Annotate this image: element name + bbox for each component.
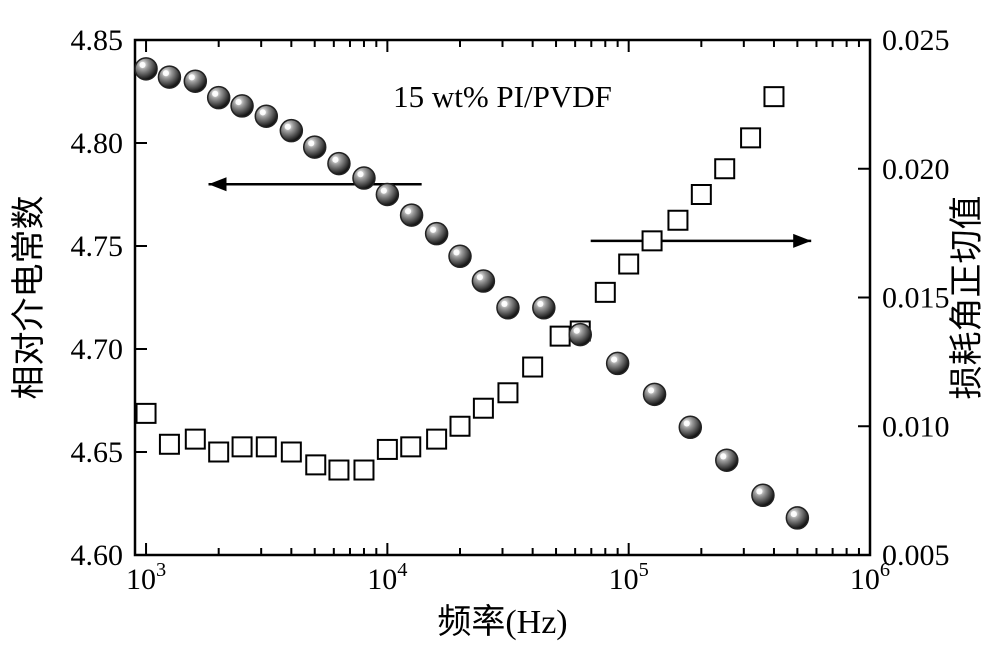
tandelta-marker [551,327,570,346]
permittivity-marker-highlight [756,488,762,494]
tandelta-marker [233,437,252,456]
tandelta-marker [692,185,711,204]
tandelta-marker [160,435,179,454]
tandelta-marker [451,417,470,436]
permittivity-marker-highlight [285,124,291,130]
tandelta-marker [282,443,301,462]
tandelta-marker [474,399,493,418]
tandelta-marker [186,430,205,449]
permittivity-marker [328,153,350,175]
tandelta-marker [596,283,615,302]
chart-container: 1031041051064.604.654.704.754.804.850.00… [0,0,1000,667]
permittivity-marker [401,204,423,226]
dual-axis-chart: 1031041051064.604.654.704.754.804.850.00… [0,0,1000,667]
permittivity-marker [533,297,555,319]
permittivity-marker [426,223,448,245]
permittivity-marker [786,507,808,529]
permittivity-marker [716,449,738,471]
permittivity-marker-highlight [163,70,169,76]
permittivity-marker-highlight [357,171,363,177]
permittivity-marker [231,95,253,117]
permittivity-marker-highlight [453,249,459,255]
permittivity-marker-highlight [791,511,797,517]
y-left-axis-title: 相对介电常数 [10,196,48,400]
permittivity-marker-highlight [260,109,266,115]
permittivity-marker [255,105,277,127]
tandelta-marker [741,128,760,147]
permittivity-marker-highlight [381,188,387,194]
permittivity-marker [449,245,471,267]
permittivity-marker-highlight [212,91,218,97]
permittivity-marker [644,383,666,405]
tandelta-marker [498,383,517,402]
tandelta-marker [764,87,783,106]
arrow-right-head [793,234,811,248]
permittivity-marker-highlight [139,62,145,68]
permittivity-marker-highlight [189,74,195,80]
permittivity-marker [472,270,494,292]
x-tick-label: 104 [367,559,407,596]
x-tick-label: 103 [126,559,166,596]
tandelta-marker [668,211,687,230]
permittivity-marker [679,416,701,438]
permittivity-marker [353,167,375,189]
y-right-tick-label: 0.025 [882,24,950,57]
y-left-tick-label: 4.75 [71,230,124,263]
tandelta-marker [619,255,638,274]
permittivity-marker-highlight [501,301,507,307]
permittivity-marker-highlight [720,453,726,459]
permittivity-marker-highlight [235,99,241,105]
permittivity-marker [569,324,591,346]
y-right-axis-title: 损耗角正切值 [948,196,986,400]
tandelta-marker [427,430,446,449]
x-axis-title: 频率(Hz) [437,603,567,641]
permittivity-marker-highlight [611,356,617,362]
y-left-tick-label: 4.85 [71,24,124,57]
y-left-tick-label: 4.70 [71,333,124,366]
permittivity-marker-highlight [332,157,338,163]
tandelta-marker [401,437,420,456]
permittivity-marker [280,120,302,142]
permittivity-marker [376,184,398,206]
y-left-tick-label: 4.65 [71,436,124,469]
permittivity-marker [208,87,230,109]
tandelta-marker [643,231,662,250]
permittivity-marker-highlight [684,420,690,426]
y-left-tick-label: 4.80 [71,127,124,160]
permittivity-marker-highlight [405,208,411,214]
tandelta-marker [209,443,228,462]
permittivity-marker-highlight [308,140,314,146]
y-right-tick-label: 0.015 [882,282,950,315]
permittivity-marker [158,66,180,88]
permittivity-marker [135,58,157,80]
legend-annotation: 15 wt% PI/PVDF [393,79,612,114]
permittivity-marker [607,352,629,374]
permittivity-marker-highlight [648,387,654,393]
y-right-tick-label: 0.010 [882,410,950,443]
permittivity-marker [752,484,774,506]
permittivity-marker-highlight [537,301,543,307]
permittivity-marker [497,297,519,319]
permittivity-marker [184,70,206,92]
tandelta-marker [329,461,348,480]
tandelta-marker [257,437,276,456]
permittivity-marker-highlight [477,274,483,280]
tandelta-marker [523,358,542,377]
permittivity-marker [304,136,326,158]
tandelta-marker [354,461,373,480]
permittivity-marker-highlight [574,328,580,334]
tandelta-marker [715,159,734,178]
y-right-tick-label: 0.020 [882,153,950,186]
tandelta-marker [378,440,397,459]
tandelta-marker [137,404,156,423]
y-left-tick-label: 4.60 [71,539,124,572]
tandelta-marker [306,455,325,474]
arrow-left-head [209,177,227,191]
y-right-tick-label: 0.005 [882,539,950,572]
permittivity-marker-highlight [430,227,436,233]
x-tick-label: 105 [609,559,649,596]
